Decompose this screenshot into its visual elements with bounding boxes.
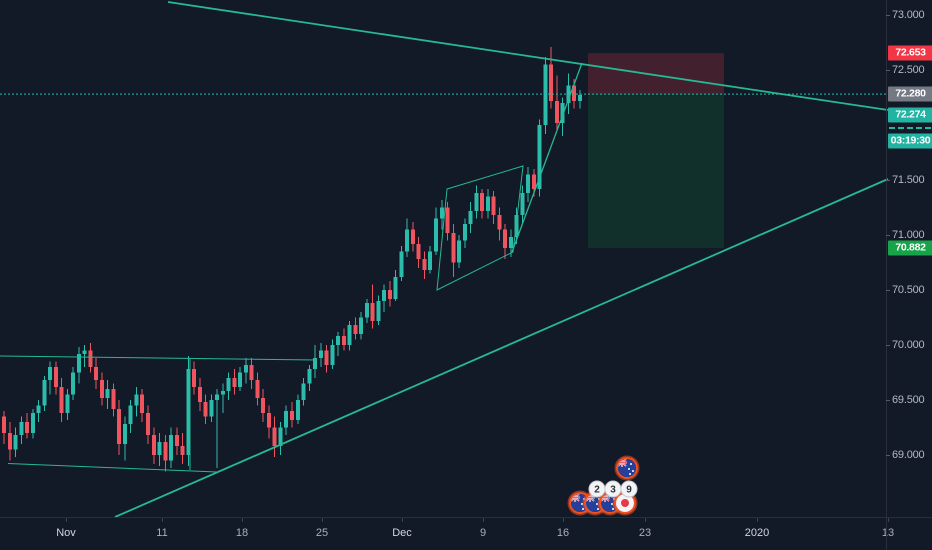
time-axis-tickmark [645, 518, 646, 522]
stop-loss-price-label: 72.653 [888, 45, 932, 61]
time-axis-tickmark [242, 518, 243, 522]
take-profit-price-label: 70.882 [888, 240, 932, 256]
time-axis-label: 11 [156, 527, 168, 539]
ascending-support-line[interactable] [114, 178, 889, 518]
bar-countdown-label: 03:19:30 [888, 133, 932, 149]
short-position-tool[interactable] [588, 53, 724, 248]
time-axis-tickmark [402, 518, 403, 522]
price-axis-tick: 70.000 [886, 339, 925, 351]
event-count-badge[interactable]: 9 [620, 480, 638, 498]
time-axis-label: 16 [556, 527, 570, 539]
time-axis-tickmark [322, 518, 323, 522]
price-axis-tick: 71.500 [886, 174, 925, 186]
event-flag-aunz-icon[interactable] [616, 457, 638, 479]
drawing-tools-layer[interactable] [0, 1, 889, 518]
current-price-dash [889, 127, 931, 130]
entry-price-label: 72.280 [888, 86, 932, 102]
current-price-label: 72.274 [888, 107, 932, 123]
time-axis-tickmark [162, 518, 163, 522]
left-channel-line[interactable] [7, 463, 218, 473]
time-axis-label: 18 [235, 527, 249, 539]
time-axis-label: 9 [479, 527, 487, 539]
price-axis-tick: 72.500 [886, 64, 925, 76]
candlestick-series [2, 46, 582, 472]
time-axis-label: 2020 [744, 527, 770, 539]
price-axis-tick: 69.500 [886, 394, 925, 406]
time-axis-label: 23 [638, 527, 652, 539]
time-axis-label: Nov [56, 527, 76, 539]
short-profit-box[interactable] [588, 94, 724, 248]
price-axis-tick: 70.500 [886, 284, 925, 296]
price-axis-tick: 71.000 [886, 229, 925, 241]
time-axis[interactable]: Nov 11 18 25 Dec 9 16 23 2020 13 [0, 517, 932, 550]
time-axis-tickmark [757, 518, 758, 522]
time-axis-label: 13 [881, 527, 895, 539]
event-count-badge[interactable]: 2 [588, 480, 606, 498]
time-axis-tickmark [563, 518, 564, 522]
event-count-badge[interactable]: 3 [604, 480, 622, 498]
time-axis-tickmark [888, 518, 889, 522]
flag-parallelogram[interactable] [436, 165, 524, 291]
time-axis-label: 25 [315, 527, 329, 539]
price-axis-tick: 69.000 [886, 449, 925, 461]
steep-breakout-line[interactable] [511, 62, 583, 253]
time-axis-tickmark [483, 518, 484, 522]
short-risk-box[interactable] [588, 53, 724, 95]
time-axis-tickmark [66, 518, 67, 522]
descending-trendline[interactable] [167, 1, 889, 111]
price-axis[interactable]: 73.000 72.500 71.500 71.000 70.500 70.000 69.5… [886, 0, 932, 550]
price-axis-tick: 73.000 [886, 9, 925, 21]
time-axis-label: Dec [392, 527, 412, 539]
left-channel-line[interactable] [0, 355, 318, 361]
